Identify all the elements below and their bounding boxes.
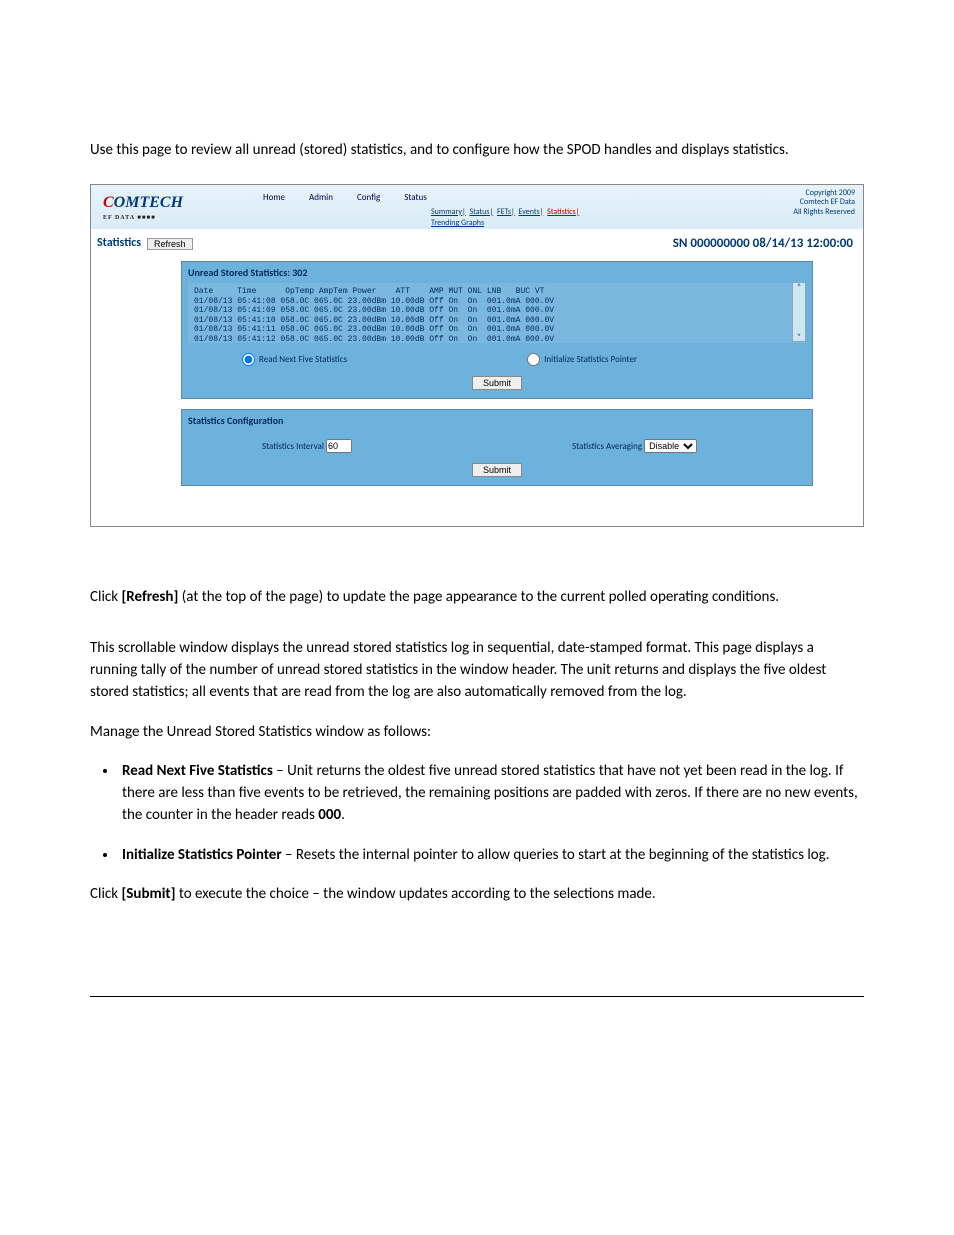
intro-text: Use this page to review all unread (stor… bbox=[90, 140, 864, 162]
scroll-up-icon[interactable]: ˄ bbox=[797, 283, 801, 291]
embedded-screenshot: COMTECH EF DATA ■■■■ Home Admin Config S… bbox=[90, 184, 864, 527]
app-header: COMTECH EF DATA ■■■■ Home Admin Config S… bbox=[91, 185, 863, 229]
page-title: Statistics bbox=[97, 235, 141, 252]
subnav-fets[interactable]: FETs| bbox=[497, 207, 515, 217]
scroll-down-icon[interactable]: ˅ bbox=[797, 333, 801, 341]
scroll-para: This scrollable window displays the unre… bbox=[90, 638, 864, 703]
submit-para: Click [Submit] to execute the choice – t… bbox=[90, 884, 864, 906]
refresh-button[interactable]: Refresh bbox=[147, 238, 193, 250]
sub-nav: Summary| Status| FETs| Events| Statistic… bbox=[431, 207, 581, 230]
top-tabs: Home Admin Config Status bbox=[263, 185, 427, 204]
interval-input[interactable] bbox=[326, 439, 352, 453]
read-next-five-radio[interactable]: Read Next Five Statistics bbox=[242, 353, 347, 366]
interval-field: Statistics Interval bbox=[262, 439, 352, 453]
subnav-events[interactable]: Events| bbox=[518, 207, 543, 217]
submit-button-2[interactable]: Submit bbox=[472, 463, 522, 477]
averaging-select[interactable]: Disable bbox=[644, 439, 697, 453]
title-row: Statistics Refresh SN 000000000 08/14/13… bbox=[91, 229, 863, 256]
tab-config[interactable]: Config bbox=[357, 191, 380, 204]
scrollbar[interactable]: ˄˅ bbox=[792, 282, 806, 342]
stats-config-panel: Statistics Configuration Statistics Inte… bbox=[181, 409, 813, 486]
subnav-summary[interactable]: Summary| bbox=[431, 207, 466, 217]
serial-number: SN 000000000 08/14/13 12:00:00 bbox=[673, 235, 853, 254]
logo: COMTECH EF DATA ■■■■ bbox=[91, 185, 203, 225]
manage-para: Manage the Unread Stored Statistics wind… bbox=[90, 722, 864, 744]
unread-stats-panel: Unread Stored Statistics: 302 Date Time … bbox=[181, 261, 813, 399]
subnav-trending[interactable]: Trending Graphs bbox=[431, 218, 484, 228]
footer-rule bbox=[90, 996, 864, 997]
refresh-para: Click [Refresh] (at the top of the page)… bbox=[90, 587, 864, 609]
bullet-read-next: Read Next Five Statistics – Unit returns… bbox=[118, 761, 864, 826]
stats-log: Date Time OpTemp AmpTem Power ATT AMP MU… bbox=[188, 283, 806, 343]
subnav-statistics[interactable]: Statistics| bbox=[547, 207, 579, 217]
submit-button-1[interactable]: Submit bbox=[472, 376, 522, 390]
init-pointer-radio[interactable]: Initialize Statistics Pointer bbox=[527, 353, 637, 366]
copyright: Copyright 2009 Comtech EF Data All Right… bbox=[793, 185, 863, 218]
tab-admin[interactable]: Admin bbox=[309, 191, 333, 204]
subnav-status[interactable]: Status| bbox=[469, 207, 493, 217]
tab-home[interactable]: Home bbox=[263, 191, 285, 204]
unread-stats-title: Unread Stored Statistics: 302 bbox=[182, 262, 812, 283]
bullet-init-pointer: Initialize Statistics Pointer – Resets t… bbox=[118, 845, 864, 867]
averaging-field: Statistics Averaging Disable bbox=[572, 439, 697, 453]
bullet-list: Read Next Five Statistics – Unit returns… bbox=[118, 761, 864, 866]
tab-status[interactable]: Status bbox=[404, 191, 427, 204]
stats-config-title: Statistics Configuration bbox=[182, 410, 812, 431]
